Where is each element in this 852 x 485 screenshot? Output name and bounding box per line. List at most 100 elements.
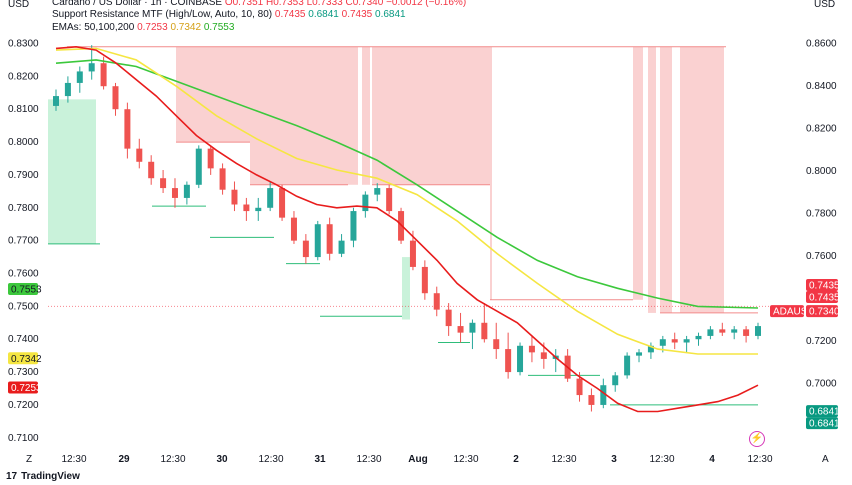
candle-body <box>493 339 500 350</box>
candle-body <box>421 266 428 294</box>
candle-body <box>88 63 95 72</box>
time-tick-label: 12:30 <box>747 454 772 465</box>
left-price-axis: 0.8300 0.8200 0.8100 0.8000 0.7900 0.7800 0.77… <box>8 39 39 444</box>
candle-body <box>695 335 702 340</box>
right-price-badge <box>806 405 838 418</box>
time-tick-label: 12:30 <box>453 454 478 465</box>
sr-val-1: 0.7435 <box>274 9 306 20</box>
sr-indicator-title: Support Resistance MTF (High/Low, Auto, … <box>52 9 273 20</box>
candle-body <box>612 375 619 386</box>
sr-zone <box>372 46 490 185</box>
candle-body <box>219 168 226 190</box>
candle-body <box>505 349 512 373</box>
time-tick-label: 12:30 <box>649 454 674 465</box>
right-price-badge-text: 0.6841 <box>809 419 840 430</box>
sr-zone <box>362 46 370 185</box>
right-axis-title: USD <box>814 0 836 10</box>
right-price-badge <box>806 417 838 430</box>
ema50-line <box>55 45 759 413</box>
candle-body <box>517 345 524 373</box>
time-tick-label: 3 <box>611 454 617 465</box>
right-price-badge <box>806 305 838 318</box>
left-tick-label: 0.7300 <box>8 367 39 378</box>
time-tick-label: 12:30 <box>258 454 283 465</box>
candle-body <box>76 71 83 83</box>
left-tick-label: 0.8300 <box>8 39 39 50</box>
candle-body <box>540 352 547 359</box>
sr-zone <box>660 46 672 313</box>
left-tick-label: 0.7400 <box>8 334 39 345</box>
ohlc-values: O0.7351 H0.7353 L0.7333 C0.7340 −0.0012 … <box>224 0 467 8</box>
right-price-badge-text: 0.6841 <box>809 407 840 418</box>
candle-body <box>647 345 654 353</box>
right-price-badge <box>770 305 804 318</box>
chart-header-sr[interactable]: Support Resistance MTF (High/Low, Auto, … <box>52 9 406 21</box>
sr-zone <box>680 46 724 313</box>
time-tick-label: 12:30 <box>551 454 576 465</box>
candle-body <box>195 148 202 185</box>
left-tick-label: 0.7600 <box>8 269 39 280</box>
chart-header-emas[interactable]: EMAs: 50,100,200 0.7253 0.7342 0.7553 <box>52 22 234 34</box>
left-tick-label: 0.8200 <box>8 71 39 82</box>
tradingview-brand: TradingView <box>21 471 80 482</box>
ema-indicator-title: EMAs: 50,100,200 <box>52 22 135 33</box>
candle-body <box>112 86 119 110</box>
left-price-badge-text: 0.7342 <box>11 354 42 365</box>
sr-val-3: 0.7435 <box>341 9 373 20</box>
time-tick-label: 31 <box>314 454 326 465</box>
candle-body <box>362 194 369 212</box>
time-tick-label: 12:30 <box>356 454 381 465</box>
candle-body <box>231 189 238 205</box>
ema-val-50: 0.7253 <box>137 22 168 33</box>
sr-zone <box>250 46 348 185</box>
left-price-badge-text: 0.7553 <box>11 284 42 295</box>
candle-body <box>136 148 143 162</box>
ema200-line <box>55 59 759 309</box>
tradingview-footer[interactable]: 17 TradingView <box>6 471 80 482</box>
sr-zone <box>490 46 492 300</box>
ema-val-100: 0.7342 <box>170 22 202 33</box>
right-tick-label: 0.8200 <box>806 124 837 135</box>
candle-body <box>314 224 321 258</box>
lightning-icon[interactable]: ⚡ <box>749 431 765 447</box>
candle-body <box>302 240 309 258</box>
right-tick-label: 0.7000 <box>806 378 837 389</box>
right-price-badge-text: 0.7435 <box>809 293 840 304</box>
time-tick-label: 30 <box>216 454 228 465</box>
candle-body <box>64 82 71 97</box>
chart-header-symbol: Cardano / US Dollar · 1h · COINBASE O0.7… <box>52 0 466 9</box>
time-tick-label: 29 <box>118 454 130 465</box>
candle-body <box>374 188 381 195</box>
left-price-badge-text: 0.7253 <box>11 383 42 394</box>
left-tick-label: 0.8000 <box>8 137 39 148</box>
candle-body <box>624 355 631 376</box>
right-tick-label: 0.7800 <box>806 209 837 220</box>
candle-body <box>743 329 750 336</box>
candle-body <box>326 224 333 254</box>
right-tick-label: 0.8000 <box>806 166 837 177</box>
right-tick-label: 0.7200 <box>806 336 837 347</box>
candle-body <box>731 329 738 333</box>
right-tick-label: 0.8400 <box>806 81 837 92</box>
candle-body <box>433 293 440 310</box>
candle-body <box>469 322 476 333</box>
support-resistance-zones <box>48 46 758 406</box>
candle-body <box>457 326 464 333</box>
left-tick-label: 0.7700 <box>8 236 39 247</box>
right-price-badge <box>806 279 838 292</box>
candle-body <box>588 395 595 405</box>
candle-body <box>279 188 286 218</box>
right-price-badge-text: 0.7340 <box>809 307 840 318</box>
timezone-button[interactable]: Z <box>26 454 33 465</box>
left-tick-label: 0.7100 <box>8 433 39 444</box>
candle-body <box>386 188 393 212</box>
sr-zone <box>48 99 96 244</box>
right-price-badge-text: 0.7435 <box>809 281 840 292</box>
right-tick-label: 0.7600 <box>806 251 837 262</box>
left-tick-label: 0.7900 <box>8 170 39 181</box>
candle-body <box>600 385 607 405</box>
auto-scale-button[interactable]: A <box>822 454 829 465</box>
tradingview-logo-icon: 17 <box>6 471 18 482</box>
ema100-line <box>55 47 758 355</box>
